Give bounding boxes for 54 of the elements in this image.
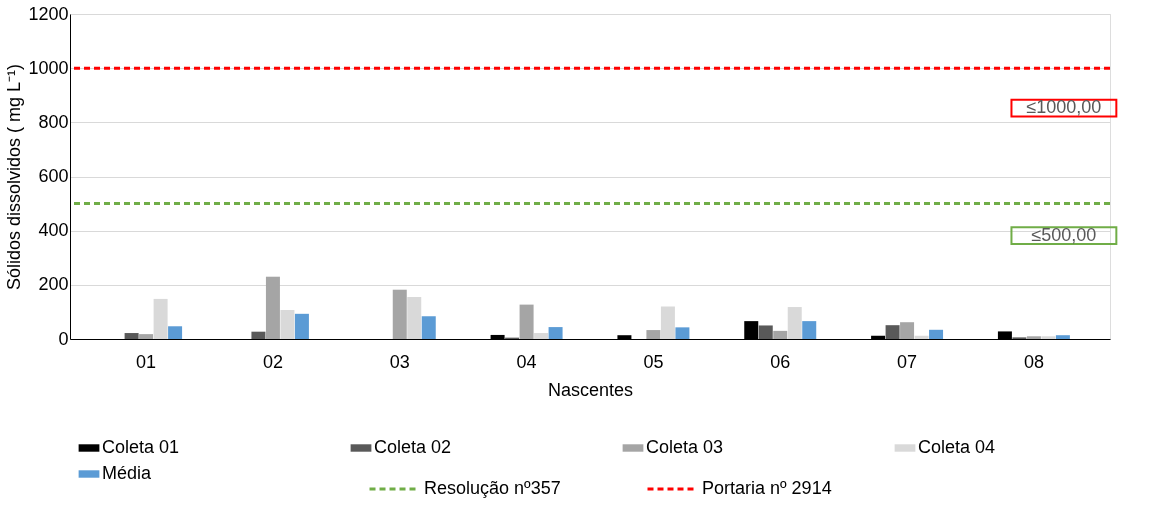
bar (900, 322, 915, 339)
bar (251, 331, 266, 339)
annotation: ≤500,00 (1031, 224, 1097, 245)
bar (787, 307, 802, 339)
bar (519, 304, 534, 339)
x-tick-label: 01 (136, 351, 157, 372)
bar (534, 333, 549, 339)
bar (392, 289, 407, 339)
y-tick-label: 800 (38, 111, 69, 132)
bar (153, 298, 168, 339)
x-tick-label: 03 (389, 351, 410, 372)
x-tick-label: 04 (516, 351, 537, 372)
bar (802, 321, 817, 339)
bar (914, 335, 929, 339)
legend-label: Coleta 02 (374, 437, 452, 457)
bar (660, 306, 675, 339)
bar (675, 327, 690, 339)
y-axis-title: Sólidos dissolvidos ( mg L⁻¹) (4, 63, 25, 291)
bar (294, 313, 309, 339)
bar (758, 325, 773, 339)
x-tick-label: 08 (1023, 351, 1044, 372)
y-tick-label: 600 (38, 166, 69, 186)
y-tick-label: 1000 (28, 57, 69, 78)
bar (885, 325, 900, 339)
bar (1055, 335, 1070, 339)
bar (1026, 336, 1041, 339)
bar (548, 327, 563, 339)
legend-label: Coleta 04 (918, 437, 996, 457)
x-tick-label: 05 (643, 351, 664, 372)
y-tick-label: 200 (38, 274, 69, 295)
bar (421, 316, 436, 339)
x-tick-label: 06 (770, 351, 791, 372)
legend-label: Coleta 01 (102, 437, 180, 457)
legend-label: Média (102, 463, 153, 483)
bar (280, 310, 295, 339)
x-tick-label: 02 (262, 351, 283, 372)
bar (168, 326, 183, 339)
bar (124, 333, 139, 339)
annotation: ≤1000,00 (1026, 97, 1102, 118)
bar (139, 334, 154, 339)
bar (773, 330, 788, 339)
x-axis-title: Nascentes (547, 379, 634, 400)
legend-label: Resolução nº357 (424, 478, 561, 498)
bar (407, 297, 422, 339)
legend-label: Portaria nº 2914 (702, 478, 832, 498)
bar (265, 276, 280, 339)
y-tick-label: 1200 (28, 3, 69, 24)
bar (646, 330, 661, 339)
bar (929, 329, 944, 339)
x-tick-label: 07 (897, 351, 918, 372)
y-tick-label: 400 (38, 220, 69, 241)
legend-label: Coleta 03 (646, 437, 724, 457)
y-tick-label: 0 (58, 328, 69, 349)
bar (1041, 336, 1056, 339)
